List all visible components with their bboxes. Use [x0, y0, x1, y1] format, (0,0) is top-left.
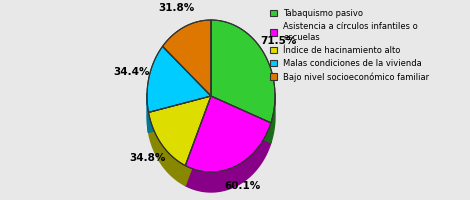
Polygon shape — [185, 123, 271, 192]
Polygon shape — [149, 96, 211, 132]
Polygon shape — [149, 96, 211, 166]
Polygon shape — [211, 20, 275, 123]
Text: 31.8%: 31.8% — [159, 3, 195, 13]
Polygon shape — [211, 96, 271, 143]
Text: 71.5%: 71.5% — [260, 36, 297, 46]
Polygon shape — [163, 20, 211, 96]
Text: 60.1%: 60.1% — [225, 181, 261, 191]
Polygon shape — [185, 96, 211, 186]
Polygon shape — [211, 96, 271, 143]
Polygon shape — [185, 96, 271, 172]
Legend: Tabaquismo pasivo, Asistencia a círculos infantiles o
escuelas, Índice de hacina: Tabaquismo pasivo, Asistencia a círculos… — [269, 8, 431, 82]
Polygon shape — [271, 94, 275, 143]
Polygon shape — [185, 96, 211, 186]
Text: 34.8%: 34.8% — [130, 153, 166, 163]
Polygon shape — [147, 46, 211, 112]
Polygon shape — [149, 96, 211, 132]
Polygon shape — [149, 112, 185, 186]
Text: 34.4%: 34.4% — [113, 67, 150, 77]
Polygon shape — [147, 93, 149, 132]
